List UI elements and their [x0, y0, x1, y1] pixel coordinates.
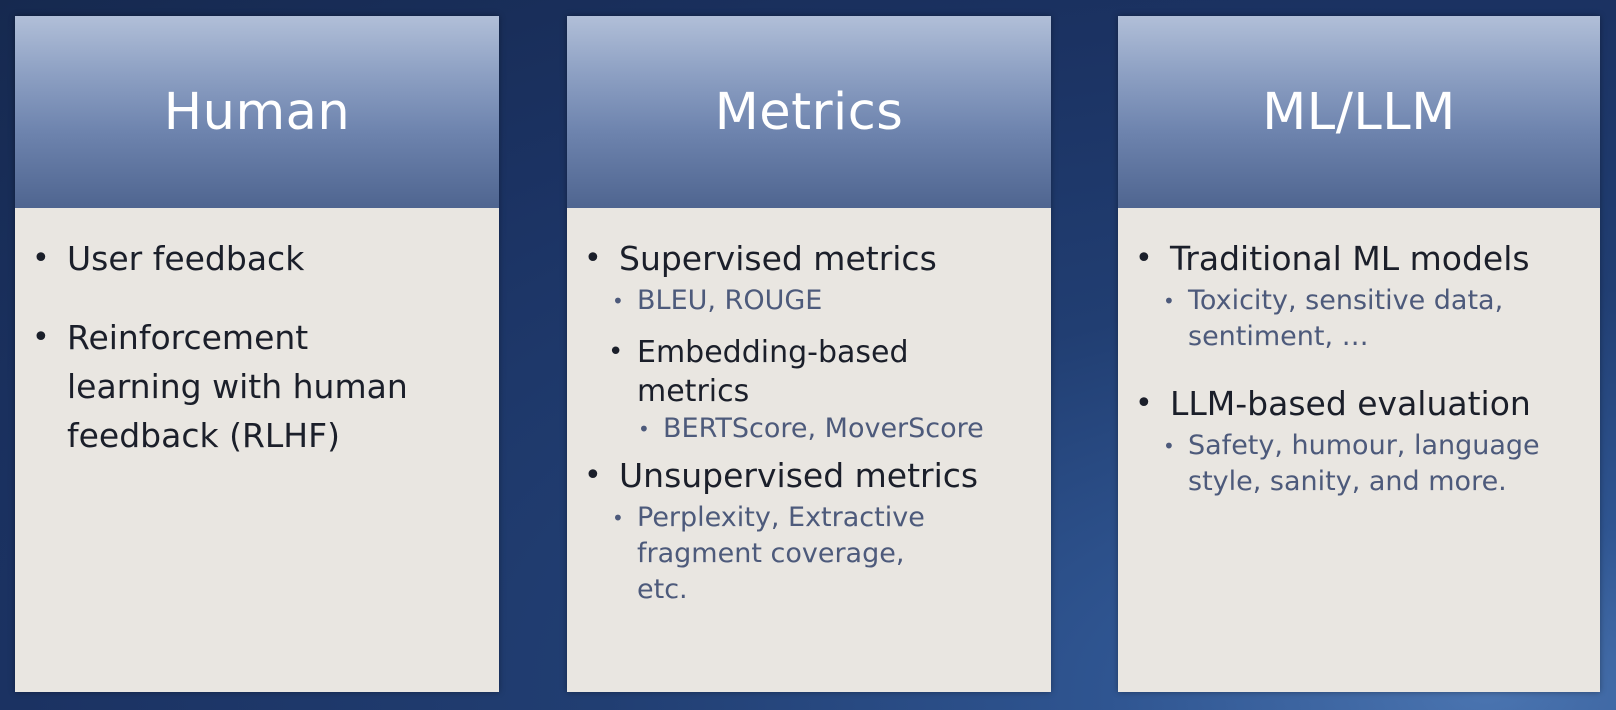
column-body: Traditional ML models Toxicity, sensitiv…	[1118, 208, 1600, 692]
column-title: ML/LLM	[1262, 82, 1456, 142]
column-title: Metrics	[714, 82, 904, 142]
bullet-item: Unsupervised metrics	[567, 451, 1051, 500]
sub-bullet-item: Embedding-based metrics	[567, 333, 937, 411]
column-ml-llm: ML/LLM Traditional ML models Toxicity, s…	[1118, 16, 1600, 692]
column-header: Human	[15, 16, 499, 208]
bullet-item: Reinforcement learning with human feedba…	[15, 313, 437, 460]
sub-sub-bullet-item: BERTScore, MoverScore	[567, 411, 1051, 447]
sub-bullet-item: BLEU, ROUGE	[567, 283, 1051, 319]
bullet-item: Traditional ML models	[1118, 234, 1600, 283]
column-title: Human	[163, 82, 351, 142]
sub-bullet-item: Safety, humour, language style, sanity, …	[1118, 428, 1568, 500]
column-body: Supervised metrics BLEU, ROUGE Embedding…	[567, 208, 1051, 692]
sub-bullet-item: Perplexity, Extractive fragment coverage…	[567, 500, 957, 608]
bullet-item: User feedback	[15, 234, 499, 283]
bullet-item: LLM-based evaluation	[1118, 379, 1600, 428]
bullet-item: Supervised metrics	[567, 234, 1051, 283]
sub-bullet-item: Toxicity, sensitive data, sentiment, …	[1118, 283, 1548, 355]
column-metrics: Metrics Supervised metrics BLEU, ROUGE E…	[567, 16, 1051, 692]
column-header: ML/LLM	[1118, 16, 1600, 208]
column-header: Metrics	[567, 16, 1051, 208]
column-body: User feedback Reinforcement learning wit…	[15, 208, 499, 692]
column-human: Human User feedback Reinforcement learni…	[15, 16, 499, 692]
